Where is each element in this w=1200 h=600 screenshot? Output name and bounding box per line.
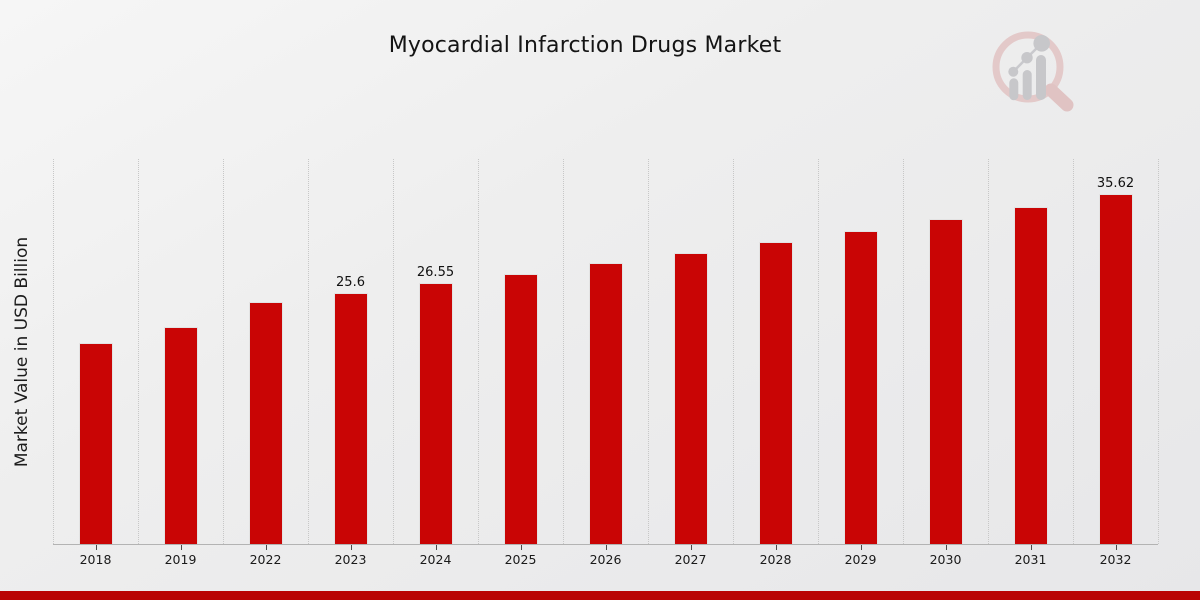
x-axis-tick xyxy=(435,545,437,550)
x-tick-label-2028: 2028 xyxy=(759,552,792,567)
bar-2019 xyxy=(163,327,198,544)
gridline xyxy=(988,159,989,544)
magnifier-bar-chart-logo-icon xyxy=(992,31,1074,112)
gridline xyxy=(223,159,224,544)
gridline xyxy=(1158,159,1159,544)
x-tick-label-2027: 2027 xyxy=(674,552,707,567)
x-tick-label-2024: 2024 xyxy=(419,552,452,567)
x-tick-label-2025: 2025 xyxy=(504,552,537,567)
chart-title: Myocardial Infarction Drugs Market xyxy=(388,33,782,58)
x-tick-label-2023: 2023 xyxy=(334,552,367,567)
x-axis-tick xyxy=(1115,545,1117,550)
x-tick-label-2022: 2022 xyxy=(249,552,282,567)
bar-2025 xyxy=(503,274,538,544)
x-axis-tick xyxy=(605,545,607,550)
bar-2031 xyxy=(1013,207,1048,544)
x-tick-label-2026: 2026 xyxy=(589,552,622,567)
x-axis-tick xyxy=(180,545,182,550)
gridline xyxy=(903,159,904,544)
gridline xyxy=(733,159,734,544)
gridline xyxy=(563,159,564,544)
gridline xyxy=(138,159,139,544)
bar-2022 xyxy=(248,302,283,544)
bar-2028 xyxy=(758,242,793,544)
x-axis-tick xyxy=(350,545,352,550)
x-tick-label-2030: 2030 xyxy=(929,552,962,567)
bar-2032 xyxy=(1098,194,1133,544)
x-tick-label-2031: 2031 xyxy=(1014,552,1047,567)
bar-2024 xyxy=(418,283,453,544)
bar-2018 xyxy=(78,343,113,544)
footer-accent-stripe xyxy=(0,591,1200,600)
gridline xyxy=(648,159,649,544)
x-axis-tick xyxy=(265,545,267,550)
bar-2029 xyxy=(843,231,878,544)
gridline xyxy=(53,159,54,544)
bar-value-label-2023: 25.6 xyxy=(336,275,365,290)
y-axis-label: Market Value in USD Billion xyxy=(12,236,32,468)
x-tick-label-2032: 2032 xyxy=(1099,552,1132,567)
x-axis-tick xyxy=(860,545,862,550)
x-axis-tick xyxy=(945,545,947,550)
gridline xyxy=(478,159,479,544)
gridline xyxy=(818,159,819,544)
plot-area: 2018 2019 2022 25.6 2023 26.55 2024 2025 2026 202… xyxy=(53,159,1159,567)
x-tick-label-2029: 2029 xyxy=(844,552,877,567)
gridline xyxy=(308,159,309,544)
gridline xyxy=(393,159,394,544)
x-axis-tick xyxy=(95,545,97,550)
gridline xyxy=(1073,159,1074,544)
bar-2027 xyxy=(673,253,708,544)
bar-2026 xyxy=(588,263,623,544)
x-tick-label-2019: 2019 xyxy=(164,552,197,567)
x-axis-tick xyxy=(1030,545,1032,550)
bar-value-label-2032: 35.62 xyxy=(1096,176,1135,191)
x-axis-tick xyxy=(690,545,692,550)
x-axis-tick xyxy=(520,545,522,550)
bar-2030 xyxy=(928,219,963,544)
bar-2023 xyxy=(333,293,368,544)
x-axis-tick xyxy=(775,545,777,550)
bar-value-label-2024: 26.55 xyxy=(416,265,455,280)
x-tick-label-2018: 2018 xyxy=(79,552,112,567)
